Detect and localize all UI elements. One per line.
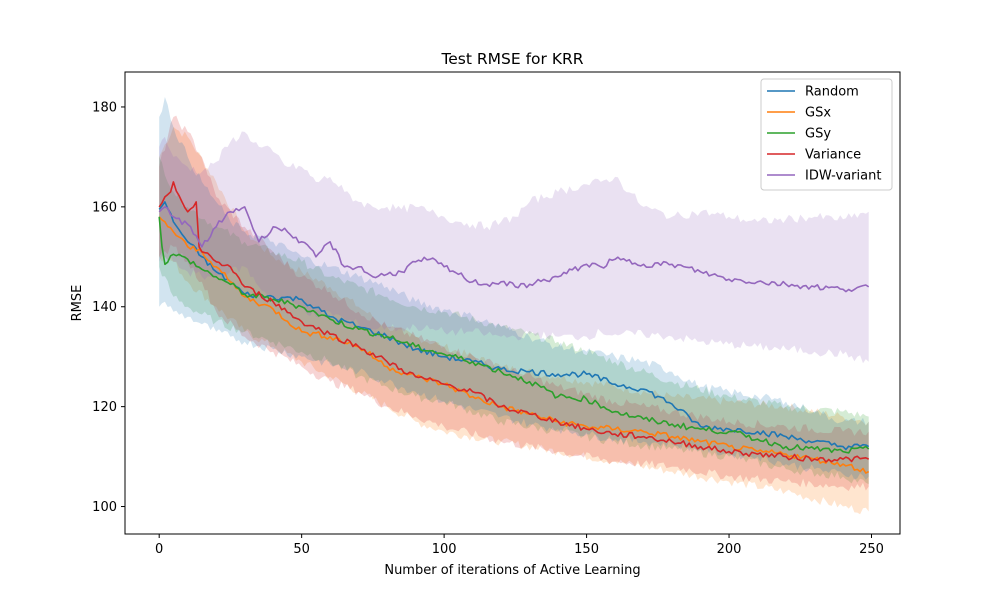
series-lines	[158, 181, 870, 474]
legend-label-gsy: GSy	[805, 127, 831, 142]
legend-label-variance: Variance	[805, 148, 861, 163]
x-axis: 0 50 100 150 200 250	[155, 534, 884, 557]
y-axis: 100 120 140 160 180	[92, 100, 125, 515]
legend-label-gsx: GSx	[805, 106, 831, 121]
legend-label-random: Random	[805, 85, 859, 100]
band-2	[159, 115, 869, 491]
chart-title: Test RMSE for KRR	[440, 50, 583, 68]
band-random	[159, 97, 869, 480]
x-tick-label: 50	[293, 542, 310, 557]
x-tick-label: 100	[432, 542, 457, 557]
x-tick-label: 250	[859, 542, 884, 557]
x-tick-label: 200	[717, 542, 742, 557]
series-line-idw-variant	[158, 206, 870, 293]
x-tick-label: 0	[155, 542, 163, 557]
band-idw-variant	[159, 131, 869, 364]
series-line-gsy	[158, 216, 870, 454]
series-line-variance	[158, 181, 870, 463]
y-tick-label: 180	[92, 100, 117, 115]
y-tick-label: 100	[92, 500, 117, 515]
series-line-gsx	[158, 216, 870, 474]
plot-area-frame	[124, 71, 901, 535]
series-line-random	[158, 201, 870, 451]
band-0	[159, 126, 869, 515]
confidence-bands	[159, 97, 869, 515]
legend: Random GSx GSy Variance IDW-variant	[760, 78, 893, 191]
x-tick-label: 150	[574, 542, 599, 557]
legend-label-idw-variant: IDW-variant	[805, 169, 881, 184]
y-tick-label: 120	[92, 400, 117, 415]
y-axis-label: RMSE	[70, 285, 85, 322]
band-1	[159, 156, 869, 485]
legend-box	[760, 78, 893, 191]
x-axis-label: Number of iterations of Active Learning	[384, 563, 640, 578]
y-tick-label: 160	[92, 200, 117, 215]
y-tick-label: 140	[92, 300, 117, 315]
